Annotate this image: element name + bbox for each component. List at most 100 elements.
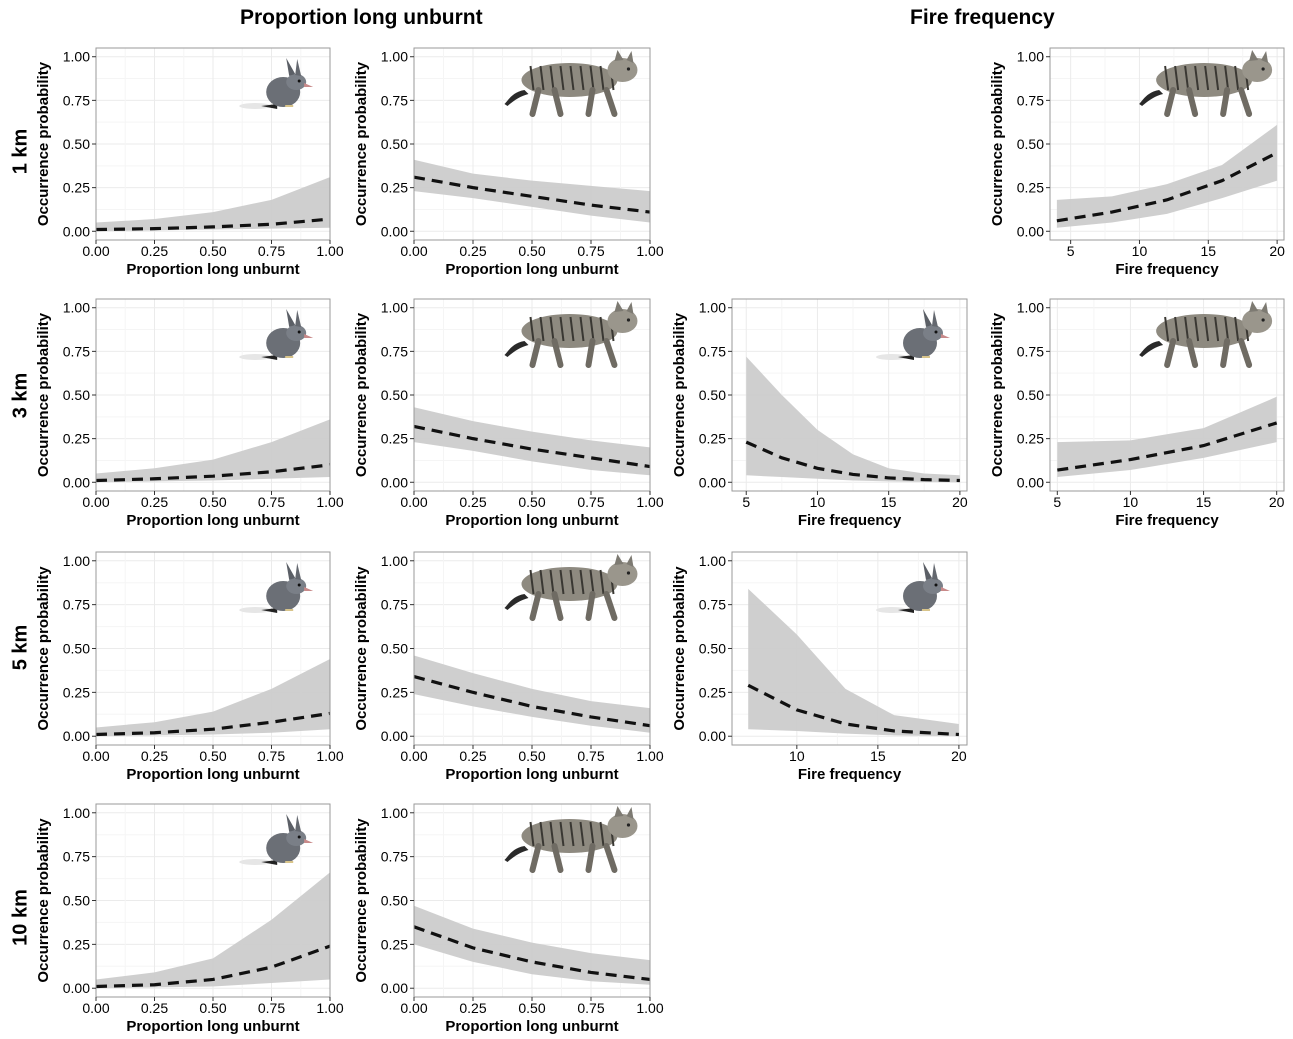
cat-stripe [559, 821, 565, 847]
cat-stripe [1184, 316, 1190, 342]
y-tick-label: 0.75 [381, 597, 408, 613]
y-tick-label: 1.00 [699, 553, 726, 569]
cat-stripe [1224, 65, 1230, 91]
bandicoot-ear [932, 563, 938, 580]
cat-head [1242, 58, 1273, 82]
cat-stripe [1184, 65, 1190, 91]
cat-ear [1249, 50, 1259, 61]
x-tick-label: 20 [1269, 243, 1285, 259]
cat-tail [504, 594, 529, 610]
x-tick-label: 0.25 [141, 748, 168, 764]
y-tick-label: 0.75 [699, 597, 726, 613]
bandicoot-icon [239, 562, 314, 613]
cat-stripe [1164, 316, 1170, 342]
x-axis-title: Proportion long unburnt [445, 512, 618, 529]
y-axis-title: Occurrence probability [35, 818, 52, 983]
y-tick-label: 0.00 [63, 728, 90, 744]
bandicoot-tail [898, 355, 914, 360]
fitted-line [1057, 421, 1278, 472]
bandicoot-ear [923, 562, 932, 580]
y-tick-label: 1.00 [63, 553, 90, 569]
x-tick-label: 0.50 [199, 1000, 226, 1016]
y-tick-label: 0.50 [381, 387, 408, 403]
cat-stripe [599, 821, 605, 847]
x-tick-label: 0.00 [400, 243, 427, 259]
cat-stripe [599, 569, 605, 595]
confidence-band [414, 905, 650, 985]
cat-stripe [579, 316, 585, 342]
y-tick-label: 0.00 [699, 728, 726, 744]
bandicoot-snout [941, 587, 950, 591]
bandicoot-ear [295, 310, 302, 327]
bandicoot-icon [876, 562, 950, 613]
confidence-band [1057, 396, 1277, 478]
cat-leg [529, 591, 542, 621]
cat-ear [626, 51, 634, 63]
bandicoot-snout [304, 83, 314, 87]
cat-leg [1238, 87, 1253, 117]
x-tick-label: 10 [1123, 494, 1139, 510]
cat-eye [1261, 67, 1265, 71]
column-title-proportion-long-unburnt: Proportion long unburnt [240, 6, 483, 29]
cat-leg [1186, 338, 1199, 368]
bandicoot-head [286, 74, 307, 90]
cat-leg [529, 843, 542, 873]
cat-stripe [1204, 65, 1210, 91]
y-tick-label: 0.50 [381, 641, 408, 657]
cat-ear [614, 50, 624, 61]
cat-ear [626, 302, 634, 314]
x-tick-label: 10 [789, 748, 805, 764]
cat-tail [504, 341, 529, 357]
chart-panel-4: 0.00 0.25 0.50 0.75 1.00 0.00 0.25 0.50 0.75 1.00… [35, 298, 344, 529]
y-tick-label: 1.00 [381, 49, 408, 65]
bandicoot-foot [285, 861, 294, 863]
x-axis-title: Proportion long unburnt [126, 512, 299, 529]
cat-icon [1139, 301, 1273, 368]
cat-leg [603, 87, 618, 117]
y-axis-title: Occurrence probability [989, 312, 1006, 477]
chart-panel-7: 0.00 0.25 0.50 0.75 1.00 5 10 15 20 Fire frequenc… [989, 298, 1285, 529]
bandicoot-head [286, 830, 307, 846]
x-axis-title: Fire frequency [798, 766, 902, 783]
y-tick-label: 0.00 [699, 474, 726, 490]
y-tick-label: 1.00 [1017, 49, 1044, 65]
chart-panel-12: 0.00 0.25 0.50 0.75 1.00 0.00 0.25 0.50 0.75 1.00… [353, 803, 664, 1035]
x-tick-label: 0.00 [82, 748, 109, 764]
x-tick-label: 1.00 [316, 1000, 343, 1016]
bandicoot-ear [295, 815, 302, 832]
bandicoot-ear [286, 814, 296, 832]
confidence-band [746, 356, 960, 483]
cat-stripe [549, 65, 555, 91]
cat-stripe [569, 569, 575, 595]
y-tick-label: 0.50 [381, 136, 408, 152]
y-tick-label: 0.50 [699, 641, 726, 657]
cat-head [607, 814, 638, 838]
y-tick-label: 0.75 [63, 343, 90, 359]
x-tick-label: 0.25 [459, 494, 486, 510]
x-tick-label: 0.25 [459, 748, 486, 764]
confidence-band [96, 659, 330, 737]
cat-stripe [579, 65, 585, 91]
cat-stripe [569, 821, 575, 847]
x-tick-label: 0.50 [199, 243, 226, 259]
cat-stripe [529, 65, 535, 91]
bandicoot-ear [295, 563, 302, 580]
bandicoot-tail-shadow [239, 859, 272, 865]
cat-leg [551, 87, 564, 117]
cat-stripe [1164, 65, 1170, 91]
x-tick-label: 1.00 [636, 243, 663, 259]
cat-leg [551, 338, 564, 368]
y-tick-label: 0.00 [381, 223, 408, 239]
fitted-line [745, 440, 960, 483]
cat-stripe [539, 65, 545, 91]
y-tick-label: 0.00 [1017, 474, 1044, 490]
y-tick-label: 1.00 [381, 805, 408, 821]
cat-leg [585, 591, 596, 621]
cat-leg [551, 843, 564, 873]
cat-head [607, 562, 638, 586]
cat-leg [603, 591, 618, 621]
bandicoot-tail [261, 608, 278, 613]
cat-stripe [1234, 65, 1240, 91]
x-tick-label: 1.00 [636, 748, 663, 764]
